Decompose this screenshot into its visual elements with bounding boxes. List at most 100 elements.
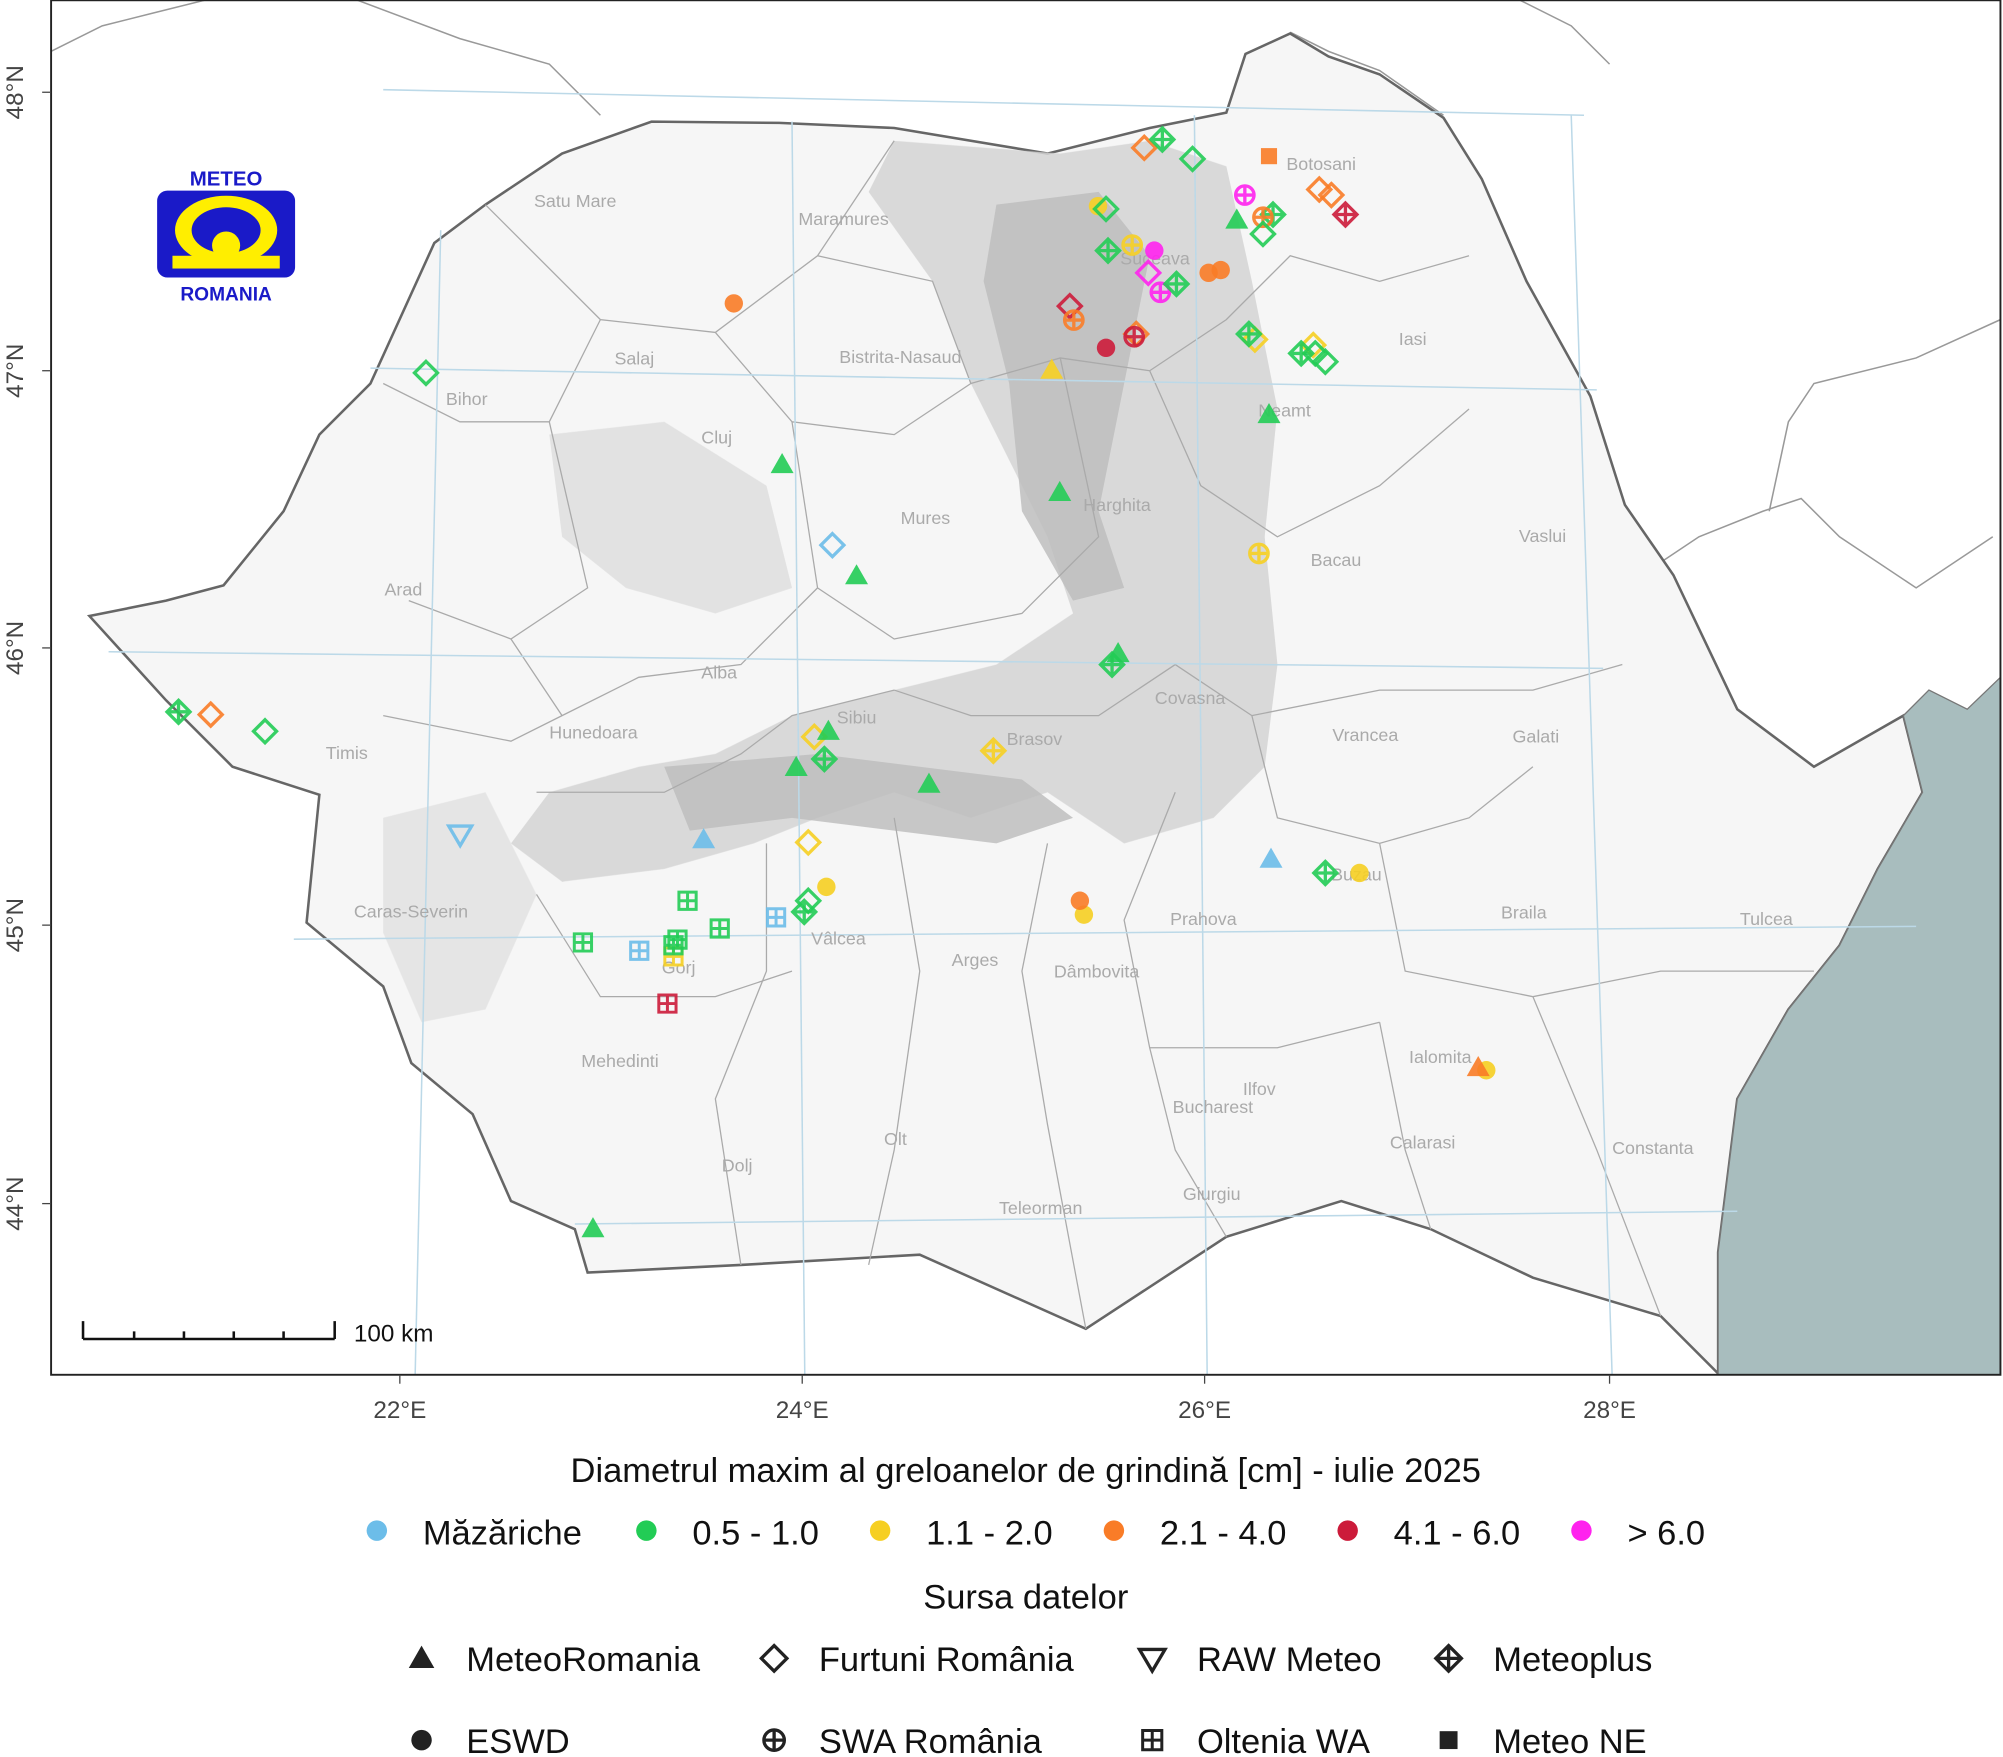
county-label: Tulcea [1740,909,1793,929]
lon-label: 24°E [776,1397,829,1424]
circle-icon [411,1729,432,1751]
diamond-icon [758,1643,790,1674]
triangle-icon [408,1645,435,1668]
black-sea [1717,676,2001,1375]
county-label: Vâlcea [811,928,866,948]
county-label: Arges [952,950,999,970]
hail-report-square-plus-marker [765,907,787,928]
logo-text-top: METEO [190,168,263,190]
source-legend-label: MeteoRomania [466,1641,701,1679]
hail-report-circle-plus-marker [1121,234,1144,256]
source-legend-item: Furtuni România [758,1641,1075,1679]
hail-report-circle-marker [1096,338,1116,358]
hail-report-diamond-plus-marker [1098,650,1126,679]
hail-report-diamond-plus-marker [1148,125,1177,154]
county-label: Satu Mare [534,191,617,211]
county-label: Ialomita [1409,1047,1472,1067]
source-legend-label: Oltenia WA [1197,1723,1370,1757]
hail-report-triangle-marker [1048,480,1072,501]
lon-label: 26°E [1178,1397,1231,1424]
size-legend: Măzăriche 0.5 - 1.0 1.1 - 2.0 2.1 - 4.0 4.1 … [366,1515,1705,1553]
county-label: Vrancea [1332,725,1398,745]
hail-report-diamond-marker [251,717,279,746]
county-label: Vaslui [1519,526,1566,546]
hail-report-circle-marker [1074,905,1094,924]
size-legend-item: 4.1 - 6.0 [1337,1515,1520,1553]
county-label: Ilfov [1243,1079,1276,1099]
size-legend-item: 1.1 - 2.0 [869,1515,1053,1553]
county-label: Gorj [662,958,696,978]
hail-report-diamond-marker [1092,195,1120,223]
hail-report-diamond-marker [1249,220,1277,248]
high-relief [664,191,1150,844]
county-label: Cluj [701,428,732,448]
source-legend-label: Meteo NE [1493,1723,1646,1757]
hail-report-square-marker [1260,148,1278,165]
legend: Diametrul maxim al greloanelor de grindi… [366,1452,1705,1757]
county-label: Caras-Severin [354,901,468,921]
county-label: Bacau [1311,550,1362,570]
hail-report-triangle-marker [1225,208,1249,229]
hail-report-diamond-plus-marker [1235,320,1263,348]
hail-report-square-plus-marker [663,935,684,956]
lon-label: 22°E [373,1397,426,1424]
hail-report-diamond-plus-marker [1094,236,1122,265]
county-labels: Satu Mare Maramures Botosani Suceava Ias… [326,154,1793,1218]
size-legend-item: > 6.0 [1571,1515,1705,1553]
hail-report-diamond-plus-marker [164,697,193,726]
size-legend-item: Măzăriche [366,1515,582,1553]
hail-report-triangle-marker [770,453,794,474]
map-panel: Satu Mare Maramures Botosani Suceava Ias… [51,0,2001,1375]
hail-report-diamond-plus-marker [1162,270,1191,298]
source-legend-item: Meteo NE [1439,1723,1647,1757]
county-label: Mehedinti [581,1051,659,1071]
county-label: Timis [326,743,368,763]
size-legend-item: 0.5 - 1.0 [636,1515,819,1553]
source-legend-item: MeteoRomania [408,1641,701,1679]
hail-report-diamond-plus-marker [810,745,839,773]
hail-report-circle-marker [817,877,836,897]
down-triangle-icon [1136,1647,1168,1675]
scale-bar: 100 km [81,1321,433,1348]
hail-report-triangle-marker [784,755,808,777]
hail-report-square-plus-marker [709,918,730,939]
source-legend-label: Furtuni România [819,1641,1075,1679]
size-legend-label: 0.5 - 1.0 [692,1515,819,1553]
size-legend-label: 4.1 - 6.0 [1394,1515,1521,1553]
legend-dot [1571,1520,1592,1541]
county-label: Teleorman [999,1198,1082,1218]
county-label: Harghita [1083,495,1151,515]
hail-report-square-plus-marker [657,993,678,1014]
hail-report-triangle-marker [816,719,840,740]
hail-report-circle-plus-marker [1149,281,1172,304]
source-legend-item: Meteoplus [1433,1641,1652,1679]
county-label: Brasov [1007,729,1063,749]
size-legend-label: Măzăriche [423,1515,582,1553]
county-label: Covasna [1155,688,1226,708]
source-legend-item: RAW Meteo [1136,1641,1382,1679]
hail-reports [164,125,1496,1238]
county-label: Maramures [798,209,888,229]
square-plus-icon [1141,1729,1164,1752]
county-label: Constanta [1612,1138,1694,1158]
source-legend-item: SWA România [762,1723,1043,1757]
legend-dot [1337,1520,1358,1541]
county-label: Salaj [614,348,654,368]
circle-plus-icon [762,1728,786,1752]
hail-report-diamond-marker [794,828,823,857]
hail-report-diamond-marker [1299,331,1328,359]
size-legend-label: 2.1 - 4.0 [1160,1515,1287,1553]
lon-label: 28°E [1583,1397,1636,1424]
hail-report-circle-plus-marker [1233,184,1256,206]
size-legend-label: > 6.0 [1627,1515,1705,1553]
county-label: Alba [701,663,737,683]
hail-report-diamond-marker [1317,181,1346,209]
source-legend-label: ESWD [466,1723,569,1757]
hail-report-diamond-marker [196,700,225,729]
county-label: Bistrita-Nasaud [839,347,961,367]
lat-label: 48°N [2,65,29,119]
size-legend-item: 2.1 - 4.0 [1103,1515,1287,1553]
county-label: Botosani [1286,154,1356,174]
county-label: Arad [385,580,423,600]
lat-label: 44°N [2,1176,29,1230]
